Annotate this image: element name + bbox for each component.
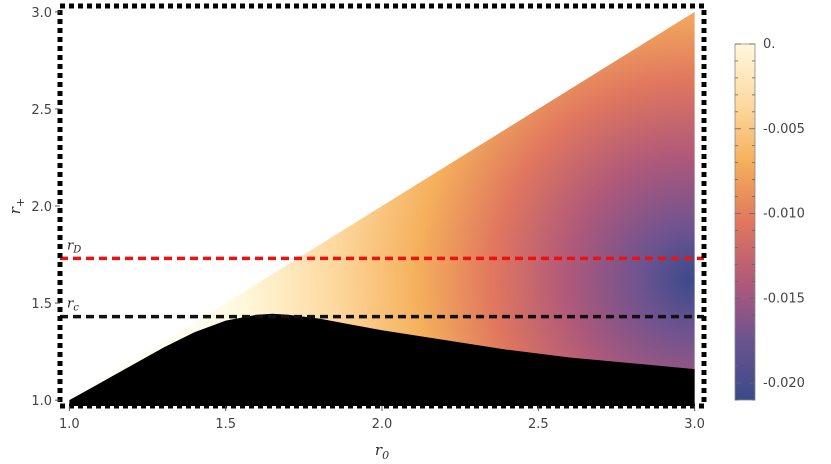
- y-tick-label: 2.0: [31, 200, 52, 215]
- reference-label-c: rc: [67, 297, 79, 314]
- x-axis-title-sub: 0: [382, 449, 389, 462]
- x-tick-label: 2.0: [372, 417, 393, 432]
- x-tick-label: 1.0: [59, 417, 80, 432]
- colorbar-tick-label: -0.010: [763, 207, 805, 222]
- y-tick-label: 1.5: [31, 297, 52, 312]
- reference-label-d: rD: [67, 238, 81, 255]
- field-region: [69, 11, 695, 401]
- y-axis-title: r+: [6, 198, 27, 214]
- colorbar-tick-label: -0.020: [763, 376, 805, 391]
- x-tick-label: 2.5: [528, 417, 549, 432]
- y-tick-label: 3.0: [31, 6, 52, 21]
- y-axis-title-main: r: [6, 206, 24, 214]
- x-axis-title-main: r: [375, 441, 383, 459]
- reference-label-main: r: [67, 238, 74, 253]
- colorbar-tick-label: 0.: [763, 37, 775, 52]
- y-tick-label: 2.5: [31, 103, 52, 118]
- colorbar-tick-label: -0.015: [763, 291, 805, 306]
- y-axis-title-sub: +: [14, 198, 27, 207]
- reference-label-sub: D: [72, 244, 81, 255]
- reference-label-main: r: [67, 297, 74, 312]
- y-tick-label: 1.0: [31, 394, 52, 409]
- excluded-region: [69, 313, 695, 406]
- colorbar: 0. -0.005 -0.010 -0.015 -0.020: [734, 37, 805, 401]
- colorbar-gradient: [734, 43, 756, 401]
- x-tick-label: 3.0: [684, 417, 705, 432]
- x-axis-title: r0: [375, 441, 389, 462]
- colorbar-tick-label: -0.005: [763, 122, 805, 137]
- reference-label-sub: c: [73, 303, 79, 314]
- x-tick-label: 1.5: [215, 417, 236, 432]
